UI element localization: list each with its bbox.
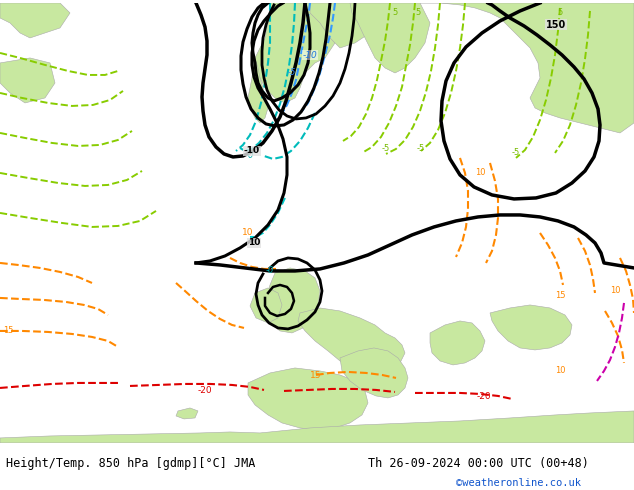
Text: -10: -10	[302, 51, 318, 60]
Text: 10: 10	[242, 228, 254, 237]
Polygon shape	[248, 368, 368, 430]
Text: 5: 5	[415, 8, 420, 17]
Polygon shape	[298, 308, 405, 375]
Text: -5: -5	[288, 68, 296, 77]
Polygon shape	[176, 408, 198, 419]
Text: 10: 10	[555, 366, 566, 375]
Text: -5: -5	[512, 148, 520, 157]
Polygon shape	[420, 3, 634, 133]
Text: 5: 5	[392, 8, 398, 17]
Text: 15: 15	[3, 326, 13, 335]
Text: ©weatheronline.co.uk: ©weatheronline.co.uk	[456, 478, 581, 488]
Bar	[0, 443, 634, 490]
Polygon shape	[248, 58, 268, 123]
Polygon shape	[430, 321, 485, 365]
Text: 10: 10	[248, 239, 260, 247]
Text: 10: 10	[610, 286, 620, 295]
Polygon shape	[490, 305, 572, 350]
Text: 10: 10	[475, 168, 485, 177]
Text: -5: -5	[417, 144, 425, 153]
Polygon shape	[255, 3, 340, 103]
Text: Height/Temp. 850 hPa [gdmp][°C] JMA: Height/Temp. 850 hPa [gdmp][°C] JMA	[6, 457, 256, 469]
Polygon shape	[0, 411, 634, 443]
Text: 15: 15	[310, 371, 321, 380]
Text: Th 26-09-2024 00:00 UTC (00+48): Th 26-09-2024 00:00 UTC (00+48)	[368, 457, 588, 469]
Text: -20: -20	[477, 392, 491, 401]
Text: -5: -5	[382, 144, 390, 153]
Text: 15: 15	[555, 291, 566, 300]
Polygon shape	[265, 268, 320, 333]
Text: -20: -20	[198, 386, 212, 395]
Text: -0: -0	[246, 151, 254, 160]
Text: -0: -0	[266, 266, 274, 275]
Polygon shape	[0, 58, 55, 103]
Polygon shape	[250, 288, 282, 323]
Polygon shape	[340, 348, 408, 398]
Text: 5: 5	[557, 8, 562, 17]
Polygon shape	[0, 3, 70, 38]
Polygon shape	[310, 3, 380, 48]
Text: -10: -10	[244, 147, 260, 155]
Text: 150: 150	[546, 20, 566, 30]
Polygon shape	[350, 3, 430, 73]
